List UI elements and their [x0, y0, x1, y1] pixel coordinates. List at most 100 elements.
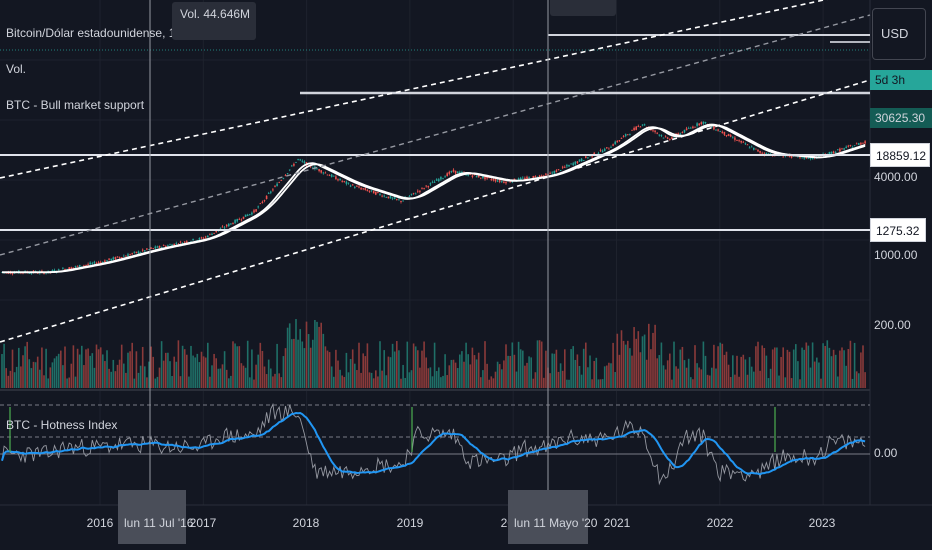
volume-bar	[28, 359, 31, 388]
candle-body	[830, 151, 833, 154]
candle-body	[696, 123, 698, 126]
volume-bar	[125, 372, 127, 388]
volume-bar	[721, 343, 724, 388]
candle-body	[433, 181, 436, 183]
volume-bar	[120, 344, 123, 388]
volume-bar	[356, 370, 358, 388]
volume-bar	[538, 340, 541, 388]
candle-body	[175, 243, 178, 244]
candle-body	[427, 186, 430, 188]
candle-body	[532, 176, 535, 179]
volume-bar	[326, 350, 329, 388]
crosshair-time-tooltip-1: lun 11 Jul '16	[118, 490, 193, 544]
volume-legend[interactable]: Vol.	[6, 62, 27, 76]
volume-bar	[801, 347, 803, 388]
volume-bar	[414, 346, 417, 388]
candle-body	[282, 178, 285, 180]
volume-bar	[685, 367, 688, 388]
candle-body	[599, 149, 602, 151]
candle-body	[68, 267, 70, 270]
volume-bar	[349, 359, 352, 388]
volume-bar	[679, 349, 682, 388]
candle-body	[606, 147, 608, 149]
volume-bar	[297, 339, 299, 388]
volume-bar	[620, 330, 623, 388]
volume-bar	[175, 361, 178, 388]
volume-bar	[183, 349, 186, 388]
volume-bar	[141, 346, 144, 388]
volume-bar	[442, 375, 444, 388]
volume-bar	[81, 345, 83, 388]
volume-bar	[320, 322, 322, 388]
candle-body	[169, 244, 171, 246]
candle-body	[242, 216, 245, 219]
candle-body	[349, 185, 352, 187]
volume-bar	[698, 367, 700, 388]
volume-bar	[196, 353, 199, 388]
volume-bar	[286, 327, 289, 388]
candle-body	[70, 267, 73, 270]
candle-body	[564, 166, 566, 168]
candle-body	[381, 195, 383, 197]
candle-body	[631, 129, 633, 131]
volume-bar	[708, 375, 711, 388]
candle-body	[347, 182, 350, 184]
volume-bar	[675, 366, 677, 388]
volume-bar	[652, 332, 654, 388]
candle-body	[473, 174, 476, 176]
candle-body	[238, 218, 241, 220]
candle-body	[76, 265, 79, 267]
volume-bar	[753, 371, 755, 388]
candle-body	[324, 172, 327, 174]
candle-body	[379, 193, 381, 196]
candle-body	[320, 170, 322, 173]
time-label-2022: 2022	[706, 516, 734, 530]
candle-body	[811, 157, 814, 160]
currency-button[interactable]: USD	[872, 8, 926, 60]
candle-body	[364, 188, 367, 190]
candle-body	[102, 261, 104, 264]
candle-body	[685, 128, 688, 131]
candle-body	[637, 126, 640, 127]
candle-body	[702, 121, 705, 124]
candle-body	[377, 192, 379, 193]
volume-bar	[742, 354, 745, 388]
volume-bar	[524, 365, 526, 388]
candle-body	[343, 181, 346, 182]
candle-body	[389, 196, 392, 199]
volume-bar	[217, 368, 220, 388]
volume-bar	[526, 362, 528, 388]
hotness-legend[interactable]: BTC - Hotness Index	[6, 418, 118, 432]
volume-bar	[639, 352, 642, 388]
candle-body	[679, 133, 682, 135]
candle-body	[131, 253, 133, 254]
volume-bar	[805, 342, 808, 388]
candle-body	[570, 163, 572, 165]
volume-bar	[711, 367, 713, 388]
volume-bar	[309, 347, 312, 388]
volume-bar	[293, 338, 295, 388]
volume-bar	[463, 361, 465, 388]
candle-body	[137, 251, 140, 254]
volume-bar	[211, 365, 213, 388]
volume-bar	[345, 352, 348, 388]
volume-bar	[34, 362, 37, 388]
volume-bar	[765, 355, 768, 388]
volume-bar	[112, 359, 115, 388]
bull-support-legend[interactable]: BTC - Bull market support	[6, 98, 145, 112]
candle-body	[36, 273, 39, 274]
candle-body	[259, 203, 262, 205]
volume-bar	[202, 356, 205, 388]
volume-bar	[557, 371, 560, 388]
volume-bar	[849, 340, 852, 388]
volume-bar	[26, 341, 28, 388]
volume-bar	[469, 364, 472, 388]
volume-bar	[87, 348, 89, 388]
symbol-legend[interactable]: Bitcoin/Dólar estadounidense, 1S, INDEX	[6, 26, 227, 40]
candle-body	[127, 254, 129, 257]
volume-bar	[347, 372, 350, 388]
volume-bar	[769, 368, 772, 388]
candle-body	[202, 238, 205, 239]
candle-body	[498, 179, 501, 182]
